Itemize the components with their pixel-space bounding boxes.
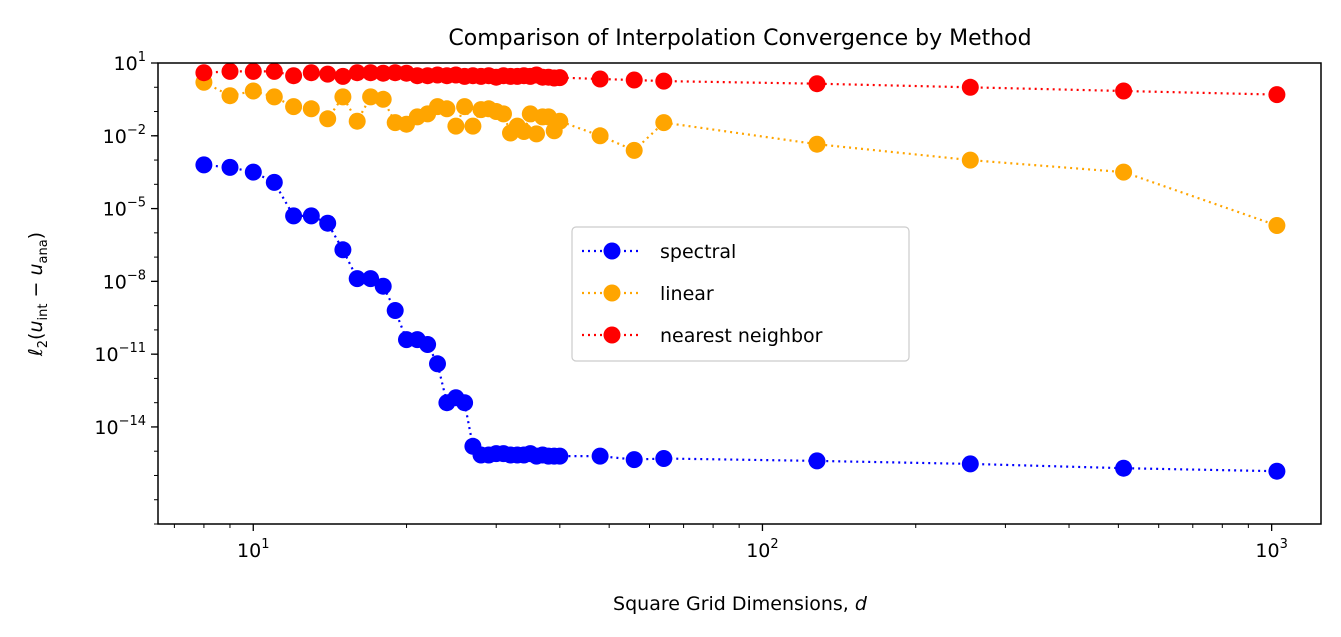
series-layer (195, 62, 1286, 480)
data-point (456, 98, 474, 116)
data-point (362, 88, 380, 106)
y-tick-label: 101 (114, 50, 146, 75)
data-point (285, 207, 303, 225)
data-point (302, 64, 320, 82)
data-point (362, 64, 380, 82)
data-point (447, 117, 465, 135)
data-point (808, 452, 826, 470)
y-tick-label: 10−8 (103, 268, 146, 293)
data-point (374, 277, 392, 295)
data-point (515, 123, 533, 140)
data-point (386, 302, 404, 319)
plot-area (157, 62, 1322, 525)
series-nearest-neighbor (195, 62, 1286, 104)
data-point (221, 158, 239, 176)
data-point (285, 67, 303, 85)
data-point (374, 90, 392, 108)
data-point (808, 75, 826, 93)
data-point (1268, 462, 1286, 480)
data-point (334, 88, 352, 106)
data-point (244, 62, 262, 80)
data-point (655, 450, 673, 467)
legend-marker (603, 284, 621, 302)
data-point (961, 151, 979, 169)
data-point (1268, 86, 1286, 104)
x-tick-label: 103 (1255, 537, 1287, 562)
data-point (438, 100, 456, 118)
data-point (319, 65, 337, 83)
data-point (195, 64, 213, 82)
data-point (348, 112, 366, 130)
data-point (456, 394, 474, 412)
data-point (655, 114, 673, 132)
data-point (334, 67, 352, 85)
legend-label: linear (660, 283, 714, 305)
data-point (1115, 82, 1133, 100)
legend: spectral linear nearest neighbor (571, 226, 910, 362)
data-point (961, 455, 979, 473)
series-spectral (195, 156, 1286, 480)
data-point (319, 110, 337, 128)
legend-marker (603, 242, 621, 260)
chart-title: Comparison of Interpolation Convergence … (448, 26, 1031, 51)
y-tick-label: 10−2 (103, 123, 146, 148)
data-point (244, 163, 262, 181)
data-point (1115, 163, 1133, 181)
data-point (302, 207, 320, 225)
x-axis-label: Square Grid Dimensions, d (613, 593, 868, 615)
y-axis-label: ℓ2(uint − uana) (25, 232, 51, 357)
y-tick-label: 10−14 (94, 414, 146, 439)
data-point (195, 156, 213, 174)
data-point (625, 141, 643, 159)
data-point (334, 241, 352, 259)
legend-item-linear: linear (582, 283, 714, 305)
data-point (625, 451, 643, 469)
data-point (348, 270, 366, 288)
data-point (265, 88, 283, 106)
data-point (302, 100, 320, 118)
x-tick-label: 102 (746, 537, 778, 562)
data-point (285, 98, 303, 116)
data-point (265, 62, 283, 80)
legend-item-spectral: spectral (582, 241, 736, 263)
data-point (319, 214, 337, 232)
data-point (495, 105, 512, 123)
data-point (362, 270, 380, 288)
legend-marker (603, 326, 621, 344)
data-point (961, 78, 979, 96)
y-axis: 101 10−2 10−5 10−8 10−11 10−14 (94, 50, 158, 525)
legend-label: spectral (660, 241, 736, 263)
data-point (551, 447, 569, 465)
data-point (429, 355, 446, 373)
y-tick-label: 10−5 (103, 196, 146, 221)
data-point (1268, 217, 1286, 234)
data-point (221, 87, 239, 105)
data-point (244, 82, 262, 100)
data-point (419, 336, 437, 353)
data-point (591, 127, 609, 145)
x-tick-label: 101 (237, 537, 269, 562)
data-point (655, 72, 673, 90)
legend-item-nearest-neighbor: nearest neighbor (582, 325, 823, 347)
data-point (625, 71, 643, 89)
data-point (808, 135, 826, 153)
data-point (348, 64, 366, 82)
data-point (221, 62, 239, 80)
legend-label: nearest neighbor (660, 325, 823, 347)
data-point (1115, 459, 1133, 477)
series-line (203, 81, 1278, 227)
data-point (551, 112, 569, 130)
data-point (528, 125, 545, 143)
data-point (265, 173, 283, 191)
series-linear (195, 73, 1286, 234)
data-point (464, 117, 482, 135)
x-axis: 101 102 103 (173, 524, 1288, 562)
data-point (374, 64, 392, 82)
data-point (591, 447, 609, 465)
data-point (591, 70, 609, 88)
y-tick-label: 10−11 (94, 341, 146, 366)
data-point (551, 69, 569, 87)
legend-box (571, 226, 910, 362)
